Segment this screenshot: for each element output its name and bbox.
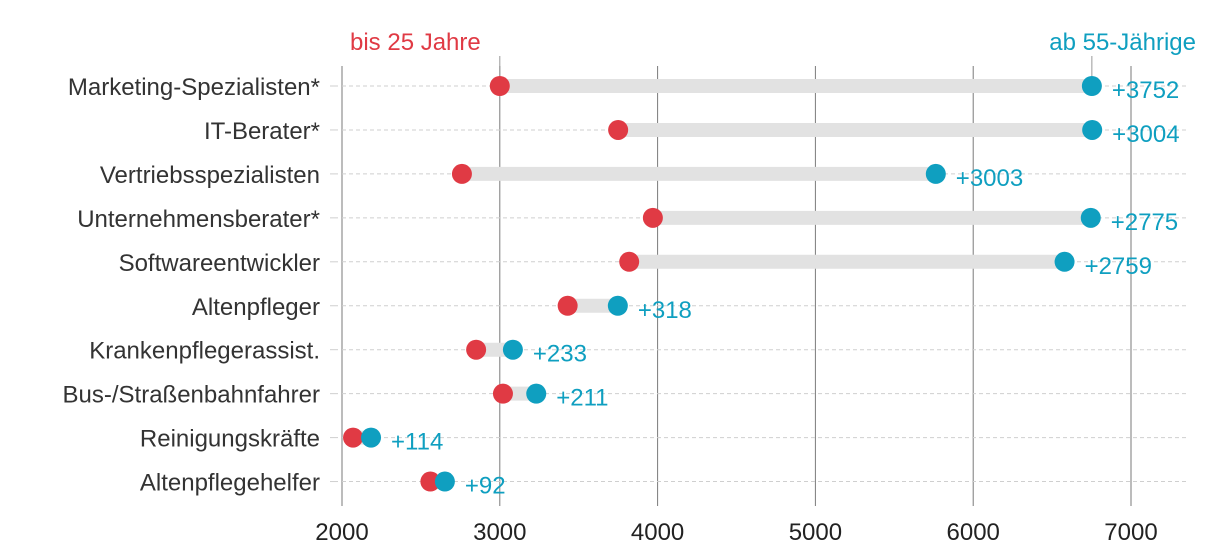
difference-label: +318 bbox=[638, 297, 692, 324]
category-labels: Marketing-Spezialisten* IT-Berater* Vertri… bbox=[63, 74, 320, 497]
old-point bbox=[434, 471, 455, 492]
category-label: Bus-/Straßenbahnfahrer bbox=[63, 382, 320, 409]
young-point bbox=[451, 163, 472, 184]
x-tick-label: 2000 bbox=[315, 519, 368, 546]
category-label: Marketing-Spezialisten* bbox=[68, 74, 320, 101]
young-point bbox=[489, 76, 510, 96]
difference-label: +233 bbox=[533, 341, 587, 368]
young-point bbox=[343, 427, 364, 448]
category-label: Altenpflegehelfer bbox=[140, 470, 320, 497]
young-point bbox=[608, 119, 629, 140]
old-point bbox=[607, 295, 628, 316]
category-label: IT-Berater* bbox=[204, 118, 320, 145]
old-point bbox=[361, 427, 382, 448]
difference-label: +2759 bbox=[1085, 253, 1152, 280]
x-tick-label: 6000 bbox=[947, 519, 1000, 546]
legend-young-label: bis 25 Jahre bbox=[350, 29, 481, 56]
x-axis-tick-labels: 2000 3000 4000 5000 6000 7000 bbox=[315, 519, 1157, 546]
category-label: Krankenpflegerassist. bbox=[89, 338, 320, 365]
young-point bbox=[492, 383, 513, 404]
difference-label: +2775 bbox=[1111, 209, 1178, 236]
young-point bbox=[557, 295, 578, 316]
category-label: Softwareentwickler bbox=[119, 250, 320, 277]
old-point bbox=[1082, 119, 1103, 140]
category-label: Altenpfleger bbox=[192, 294, 320, 321]
x-tick-label: 5000 bbox=[789, 519, 842, 546]
young-point bbox=[642, 207, 663, 228]
difference-label: +92 bbox=[465, 473, 506, 500]
difference-label: +114 bbox=[391, 429, 443, 456]
category-label: Unternehmensberater* bbox=[77, 206, 320, 233]
difference-labels: +3752 +3004 +3003 +2775 +2759 +318 +233 +211 +11… bbox=[391, 77, 1180, 500]
old-point bbox=[526, 383, 547, 404]
range-bars bbox=[353, 79, 1093, 489]
category-label: Vertriebsspezialisten bbox=[100, 162, 320, 189]
old-point bbox=[1080, 207, 1101, 228]
old-point bbox=[1081, 76, 1102, 96]
x-tick-label: 4000 bbox=[631, 519, 684, 546]
young-point bbox=[466, 339, 487, 360]
difference-label: +211 bbox=[556, 385, 608, 412]
vertical-gridlines bbox=[341, 66, 1132, 506]
young-point bbox=[420, 471, 441, 492]
legend: bis 25 Jahre ab 55-Jährige bbox=[350, 29, 1196, 76]
difference-label: +3752 bbox=[1112, 77, 1179, 104]
old-point bbox=[925, 163, 946, 184]
old-point bbox=[502, 339, 523, 360]
row-guides bbox=[330, 85, 1188, 483]
category-label: Reinigungskräfte bbox=[140, 426, 320, 453]
difference-label: +3004 bbox=[1112, 121, 1179, 148]
young-point bbox=[619, 251, 640, 272]
legend-old-label: ab 55-Jährige bbox=[1049, 29, 1196, 56]
data-points bbox=[343, 76, 1103, 492]
difference-label: +3003 bbox=[956, 165, 1023, 192]
x-tick-label: 3000 bbox=[473, 519, 526, 546]
old-point bbox=[1054, 251, 1075, 272]
x-tick-label: 7000 bbox=[1104, 519, 1157, 546]
